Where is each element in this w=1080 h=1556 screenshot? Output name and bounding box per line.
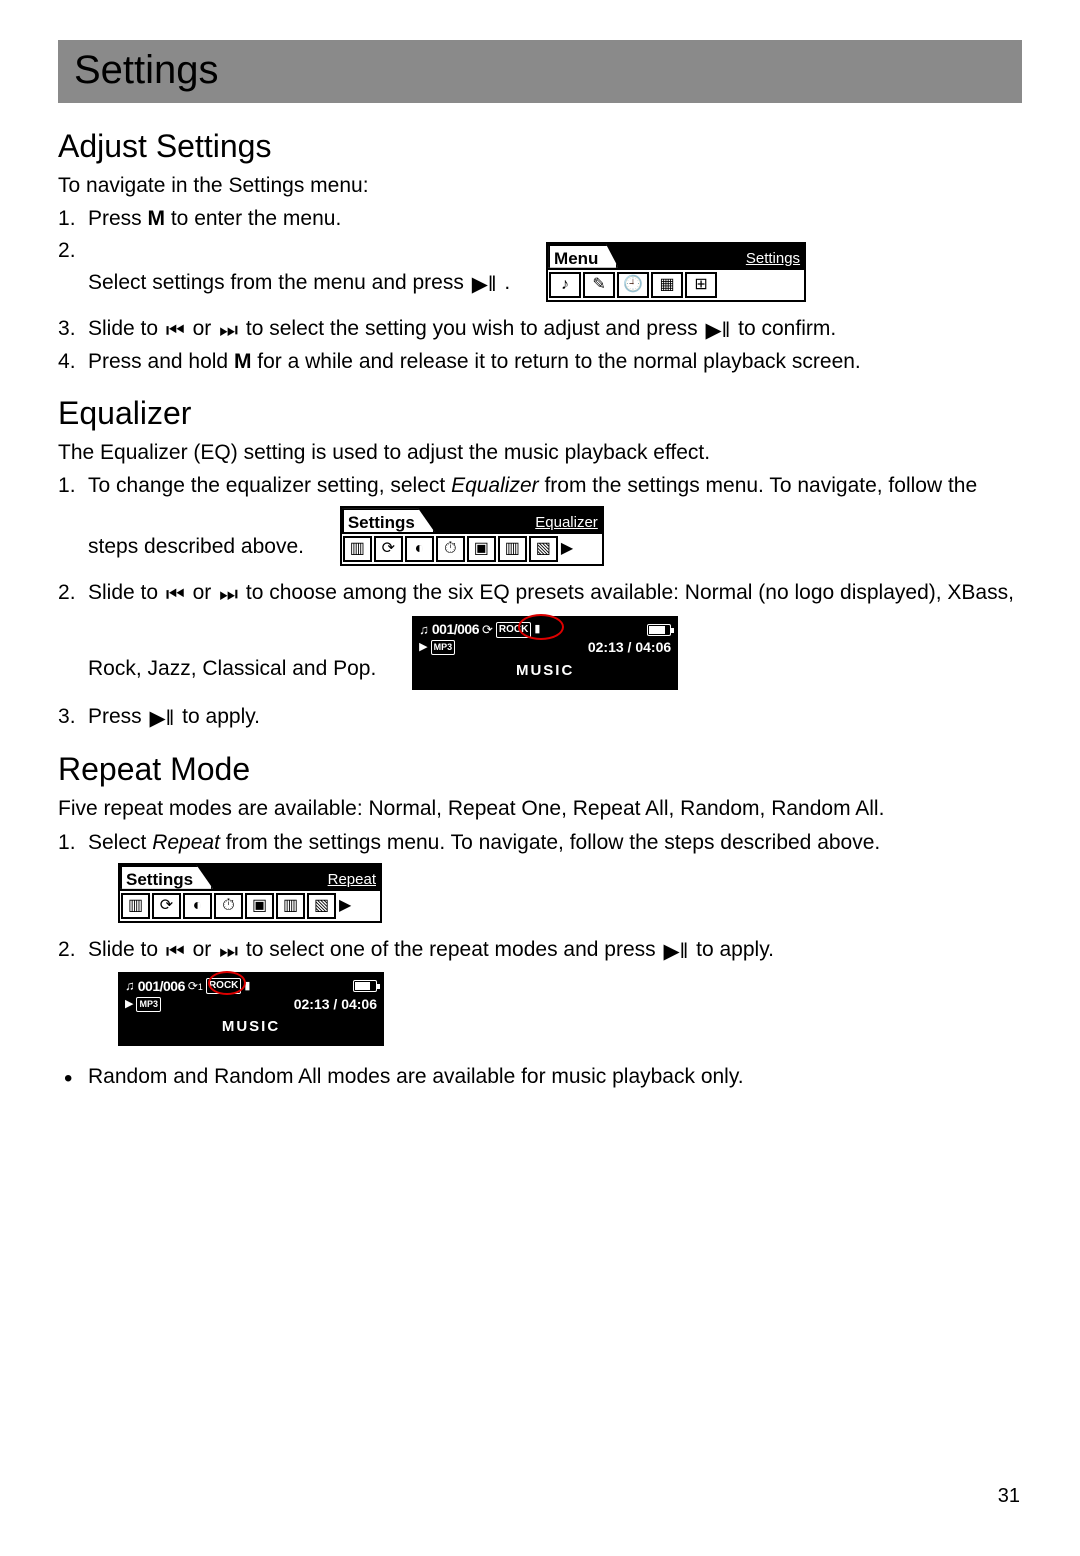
lcd-tab-label: Settings (342, 508, 435, 532)
repeat-steps: Select Repeat from the settings menu. To… (58, 828, 1022, 1057)
play-icon: ▶ (419, 640, 427, 655)
equalizer-lcd-screenshot: Settings Equalizer ▥ ⟳ ◐ ⏱ ▣ ▥ ▧ ▶ (340, 506, 604, 566)
battery-icon (647, 624, 671, 636)
now-playing-label: MUSIC (125, 1016, 377, 1037)
equalizer-step-2: Slide to ⏮ or ⏭ to choose among the six … (58, 578, 1022, 699)
lcd-tab-right: Settings (746, 246, 804, 268)
m-key: M (148, 207, 166, 230)
mic-icon: ✎ (583, 272, 615, 298)
adjust-intro: To navigate in the Settings menu: (58, 171, 1022, 200)
repeat-note-1: Random and Random All modes are availabl… (58, 1062, 1022, 1091)
signal-icon: ▮ (534, 622, 540, 637)
record-icon: ▥ (276, 893, 305, 919)
clock-icon: 🕘 (617, 272, 649, 298)
lcd-tab-label: Menu (548, 244, 618, 268)
repeat-menu-item: Repeat (152, 831, 220, 854)
adjust-step-2: Select settings from the menu and press … (58, 236, 1022, 312)
lcd-icon-row: ▥ ⟳ ◐ ⏱ ▣ ▥ ▧ ▶ (120, 889, 380, 921)
m-key: M (234, 350, 252, 373)
repeat-badge-icon: ⟳ (482, 621, 493, 639)
next-icon: ⏭ (219, 580, 238, 609)
now-playing-label: MUSIC (419, 660, 671, 681)
repeat-badge-icon: ⟳1 (188, 978, 203, 995)
lcd-tab-right: Repeat (328, 867, 380, 889)
playpause-icon: ▶‖ (705, 316, 730, 345)
scroll-arrow-icon: ▶ (337, 891, 353, 921)
equalizer-step-3: Press ▶‖ to apply. (58, 702, 1022, 733)
playpause-icon: ▶‖ (472, 270, 497, 299)
contrast-icon: ◐ (183, 893, 212, 919)
repeat-notes: Random and Random All modes are availabl… (58, 1062, 1022, 1091)
display-icon: ▣ (467, 536, 496, 562)
adjust-step-4: Press and hold M for a while and release… (58, 347, 1022, 376)
adjust-steps: Press M to enter the menu. Select settin… (58, 204, 1022, 376)
next-icon: ⏭ (219, 937, 238, 966)
lcd-tab-right: Equalizer (535, 510, 602, 532)
battery-icon (353, 980, 377, 992)
repeat-step-2: Slide to ⏮ or ⏭ to select one of the rep… (58, 935, 1022, 1056)
repeat-icon: ⟳ (374, 536, 403, 562)
repeat-lcd-screenshot: Settings Repeat ▥ ⟳ ◐ ⏱ ▣ ▥ ▧ ▶ (118, 863, 382, 923)
lang-icon: ▧ (529, 536, 558, 562)
settings-icon: ⊞ (685, 272, 717, 298)
prev-icon: ⏮ (166, 937, 185, 966)
picture-icon: ▦ (651, 272, 683, 298)
page-header-title: Settings (74, 48, 1006, 93)
lcd-tab-label: Settings (120, 865, 213, 889)
format-badge: MP3 (136, 997, 161, 1012)
next-icon: ⏭ (219, 316, 238, 345)
player-lcd-screenshot: ♫ 001/006 ⟳ ROCK ▮ ▶ MP3 02:13 / 04:06 M… (412, 616, 678, 690)
equalizer-steps: To change the equalizer setting, select … (58, 471, 1022, 733)
adjust-step-3: Slide to ⏮ or ⏭ to select the setting yo… (58, 314, 1022, 345)
timer-icon: ⏱ (436, 536, 465, 562)
format-badge: MP3 (431, 640, 456, 655)
playpause-icon: ▶‖ (663, 937, 688, 966)
lcd-icon-row: ▥ ⟳ ◐ ⏱ ▣ ▥ ▧ ▶ (342, 532, 602, 564)
timer-icon: ⏱ (214, 893, 243, 919)
eq-icon: ▥ (343, 536, 372, 562)
equalizer-menu-item: Equalizer (451, 474, 539, 497)
record-icon: ▥ (498, 536, 527, 562)
repeat-step-1: Select Repeat from the settings menu. To… (58, 828, 1022, 933)
player-lcd-screenshot: ♫ 001/006 ⟳1 ROCK ▮ ▶ MP3 02:13 / 04:06 … (118, 972, 384, 1046)
lang-icon: ▧ (307, 893, 336, 919)
lcd-icon-row: ♪ ✎ 🕘 ▦ ⊞ (548, 268, 804, 300)
section-title-adjust: Adjust Settings (58, 128, 1022, 165)
track-counter: 001/006 (138, 977, 185, 997)
eq-icon: ▥ (121, 893, 150, 919)
section-title-repeat: Repeat Mode (58, 751, 1022, 788)
play-icon: ▶ (125, 997, 133, 1012)
playpause-icon: ▶‖ (150, 704, 175, 733)
equalizer-step-1: To change the equalizer setting, select … (58, 471, 1022, 576)
signal-icon: ▮ (244, 979, 250, 994)
prev-icon: ⏮ (166, 580, 185, 609)
adjust-step-1: Press M to enter the menu. (58, 204, 1022, 233)
contrast-icon: ◐ (405, 536, 434, 562)
display-icon: ▣ (245, 893, 274, 919)
manual-page: Settings Adjust Settings To navigate in … (0, 40, 1080, 1092)
note-icon: ♫ (125, 977, 135, 995)
page-number: 31 (998, 1485, 1020, 1508)
time-display: 02:13 / 04:06 (588, 638, 671, 658)
menu-lcd-screenshot: Menu Settings ♪ ✎ 🕘 ▦ ⊞ (546, 242, 806, 302)
time-display: 02:13 / 04:06 (294, 995, 377, 1015)
music-icon: ♪ (549, 272, 581, 298)
page-header-bar: Settings (58, 40, 1022, 103)
equalizer-intro: The Equalizer (EQ) setting is used to ad… (58, 438, 1022, 467)
section-title-equalizer: Equalizer (58, 395, 1022, 432)
scroll-arrow-icon: ▶ (559, 534, 575, 564)
prev-icon: ⏮ (166, 316, 185, 345)
eq-preset-badge: ROCK (206, 978, 241, 994)
repeat-intro: Five repeat modes are available: Normal,… (58, 794, 1022, 823)
note-icon: ♫ (419, 621, 429, 639)
track-counter: 001/006 (432, 620, 479, 640)
eq-preset-badge: ROCK (496, 622, 531, 638)
repeat-icon: ⟳ (152, 893, 181, 919)
